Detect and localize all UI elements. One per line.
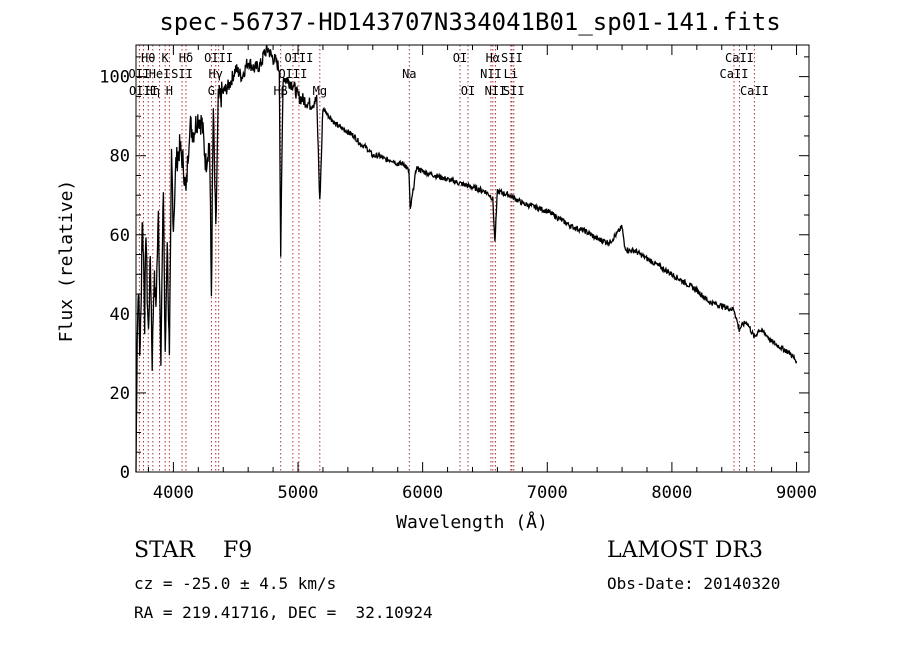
line-label-22: Li bbox=[504, 67, 518, 81]
line-label-18: OI bbox=[461, 84, 475, 98]
line-label-26: CaII bbox=[720, 67, 749, 81]
line-label-17: OI bbox=[453, 51, 467, 65]
line-label-12: OIII bbox=[284, 51, 313, 65]
plot-frame bbox=[135, 44, 810, 473]
obs-date-text: Obs-Date: 20140320 bbox=[607, 574, 781, 593]
line-label-14: Hβ bbox=[273, 84, 287, 98]
line-label-0: Hθ bbox=[141, 51, 155, 65]
x-tick-label: 7000 bbox=[527, 483, 568, 503]
x-tick-label: 8000 bbox=[651, 483, 692, 503]
x-tick-label: 5000 bbox=[278, 483, 319, 503]
line-label-16: Na bbox=[402, 67, 416, 81]
x-axis-label: Wavelength (Å) bbox=[396, 511, 548, 533]
line-label-4: HeI bbox=[149, 67, 171, 81]
y-tick-label: 60 bbox=[110, 226, 130, 246]
y-axis-label: Flux (relative) bbox=[56, 180, 77, 343]
star-class: STAR F9 bbox=[134, 538, 253, 563]
coordinates-text: RA = 219.41716, DEC = 32.10924 bbox=[134, 603, 433, 622]
y-axis: 0 20 40 60 80 100 bbox=[99, 56, 809, 483]
y-tick-label: 100 bbox=[99, 68, 130, 88]
spectrum-line bbox=[135, 44, 798, 473]
line-label-21: NII bbox=[480, 67, 502, 81]
y-tick-label: 20 bbox=[110, 384, 130, 404]
line-label-9: OIII bbox=[204, 51, 233, 65]
x-tick-label: 6000 bbox=[402, 483, 443, 503]
line-label-27: CaII bbox=[740, 84, 769, 98]
line-label-5: Hη bbox=[146, 84, 160, 98]
line-label-20: SII bbox=[501, 51, 523, 65]
line-label-13: OIII bbox=[278, 67, 307, 81]
line-label-15: Mg bbox=[313, 84, 327, 98]
line-label-23: NII bbox=[485, 84, 507, 98]
line-label-8: Hδ bbox=[179, 51, 193, 65]
line-label-11: G bbox=[208, 84, 215, 98]
x-tick-label: 4000 bbox=[153, 483, 194, 503]
y-tick-label: 0 bbox=[120, 463, 130, 483]
line-label-6: SII bbox=[171, 67, 193, 81]
survey-name: LAMOST DR3 bbox=[607, 538, 763, 563]
redshift-text: cz = -25.0 ± 4.5 km/s bbox=[134, 574, 337, 593]
x-axis: 4000 5000 6000 7000 8000 9000 bbox=[147, 45, 817, 503]
x-tick-label: 9000 bbox=[776, 483, 817, 503]
y-tick-label: 40 bbox=[110, 305, 130, 325]
line-label-24: SII bbox=[503, 84, 525, 98]
y-tick-label: 80 bbox=[110, 147, 130, 167]
line-label-7: H bbox=[166, 84, 173, 98]
line-label-10: Hγ bbox=[209, 67, 223, 81]
line-label-1: OII bbox=[129, 67, 151, 81]
chart-title: spec-56737-HD143707N334041B01_sp01-141.f… bbox=[159, 8, 781, 36]
line-markers bbox=[138, 45, 755, 472]
line-label-19: Hα bbox=[486, 51, 500, 65]
line-label-25: CaII bbox=[725, 51, 754, 65]
line-label-3: K bbox=[162, 51, 170, 65]
